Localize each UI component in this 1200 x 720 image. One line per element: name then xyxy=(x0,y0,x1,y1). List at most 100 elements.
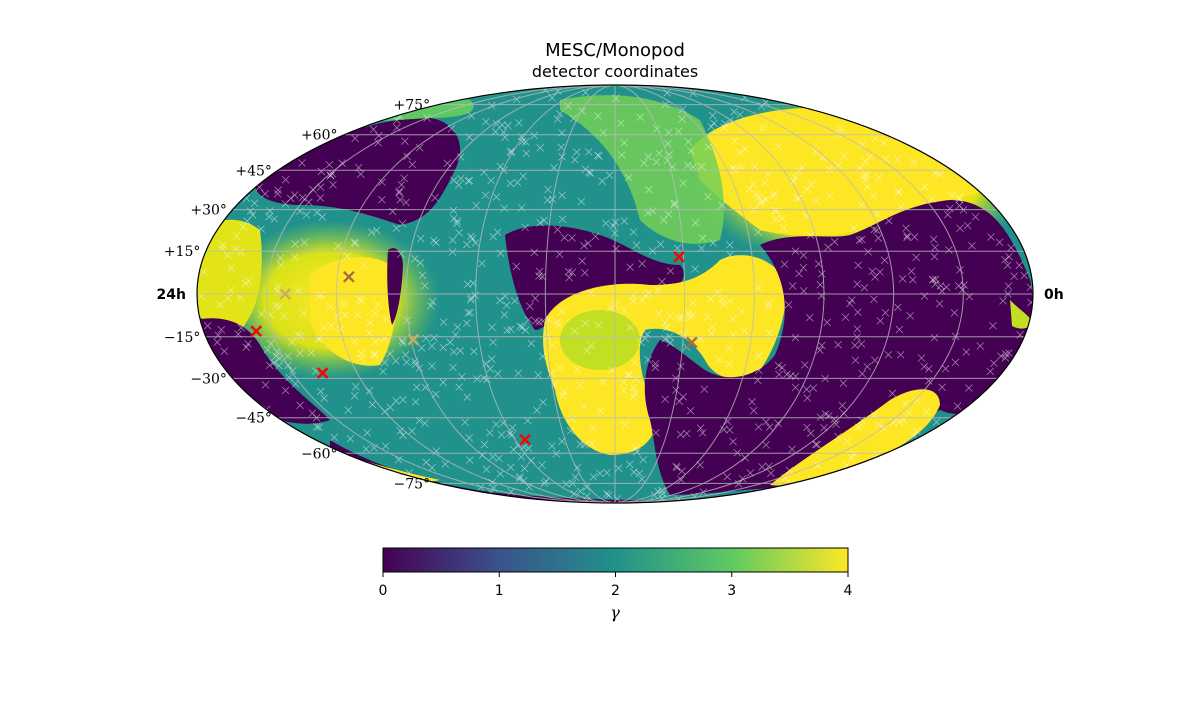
event-cross xyxy=(464,177,473,185)
event-cross xyxy=(764,169,773,178)
ra-label-left: 24h xyxy=(157,287,186,303)
event-cross xyxy=(285,373,293,382)
event-cross xyxy=(378,178,386,187)
event-cross xyxy=(470,347,478,356)
event-cross xyxy=(762,441,770,449)
west-slit-low xyxy=(387,248,403,325)
event-cross xyxy=(492,120,501,128)
event-cross xyxy=(788,445,796,454)
event-cross xyxy=(512,262,521,271)
event-cross xyxy=(411,255,419,263)
event-cross xyxy=(905,408,913,417)
event-cross xyxy=(284,352,292,360)
event-cross xyxy=(421,281,429,290)
event-cross xyxy=(350,238,358,247)
event-cross xyxy=(689,163,697,171)
event-cross xyxy=(619,378,628,386)
event-cross xyxy=(930,252,939,261)
event-cross xyxy=(463,393,471,401)
event-cross xyxy=(421,383,430,392)
event-cross xyxy=(397,180,406,189)
event-cross xyxy=(664,210,673,218)
event-cross xyxy=(463,280,472,288)
event-cross xyxy=(244,340,252,348)
event-cross xyxy=(719,300,727,308)
event-cross xyxy=(696,424,705,432)
event-cross xyxy=(858,141,867,149)
event-cross xyxy=(704,192,712,201)
event-cross xyxy=(938,287,946,295)
event-cross xyxy=(250,199,259,207)
event-cross xyxy=(640,159,648,167)
event-cross xyxy=(843,437,852,446)
event-cross xyxy=(257,225,265,233)
event-cross xyxy=(223,251,232,260)
event-cross xyxy=(535,267,544,276)
event-cross xyxy=(351,134,359,143)
event-cross xyxy=(540,216,548,225)
event-cross xyxy=(663,156,672,165)
chart-subtitle: detector coordinates xyxy=(532,62,698,81)
event-cross xyxy=(847,454,856,462)
event-cross xyxy=(257,310,266,318)
event-cross xyxy=(375,131,383,140)
event-cross xyxy=(530,131,538,140)
event-cross xyxy=(365,329,373,337)
event-cross xyxy=(621,420,629,429)
event-cross xyxy=(795,269,803,278)
event-cross xyxy=(684,138,693,146)
event-cross xyxy=(605,171,614,179)
event-cross xyxy=(726,426,734,434)
event-cross xyxy=(783,370,791,379)
event-cross xyxy=(720,123,728,132)
event-cross xyxy=(441,460,450,468)
event-cross xyxy=(720,425,728,434)
event-cross xyxy=(818,341,826,350)
meridian-line xyxy=(475,85,616,503)
event-cross xyxy=(684,310,693,318)
event-cross xyxy=(860,172,868,180)
event-cross xyxy=(573,365,582,374)
event-cross xyxy=(631,389,640,397)
event-cross xyxy=(366,318,374,327)
event-cross xyxy=(645,185,653,194)
event-cross xyxy=(851,356,860,364)
event-cross xyxy=(714,288,722,297)
event-cross xyxy=(374,301,382,309)
event-cross xyxy=(629,393,638,401)
event-cross xyxy=(986,367,995,376)
event-cross xyxy=(774,142,782,151)
event-cross xyxy=(562,480,571,488)
meridian-line xyxy=(614,85,895,503)
event-cross xyxy=(896,202,905,211)
event-cross xyxy=(299,309,308,318)
event-cross xyxy=(448,236,457,244)
event-cross xyxy=(811,440,820,449)
event-cross xyxy=(496,470,505,478)
event-cross xyxy=(596,469,604,477)
event-cross xyxy=(428,298,437,306)
event-cross xyxy=(571,155,579,164)
event-cross xyxy=(912,396,921,405)
event-cross xyxy=(513,178,522,187)
event-cross xyxy=(492,193,501,201)
event-cross xyxy=(754,228,762,237)
event-cross xyxy=(480,440,489,449)
event-cross xyxy=(799,251,808,259)
event-cross xyxy=(806,231,815,239)
event-cross xyxy=(236,293,245,302)
event-cross xyxy=(620,217,629,225)
event-cross xyxy=(851,341,859,350)
event-cross xyxy=(239,223,247,231)
event-cross xyxy=(482,465,491,474)
meridian-line xyxy=(614,85,686,503)
event-cross xyxy=(557,143,565,152)
meridian-line xyxy=(544,85,616,503)
event-cross xyxy=(571,473,580,481)
event-cross xyxy=(946,204,954,213)
source-marker xyxy=(519,433,531,446)
event-cross xyxy=(652,428,660,437)
event-cross xyxy=(765,329,773,337)
event-cross xyxy=(1015,261,1024,269)
